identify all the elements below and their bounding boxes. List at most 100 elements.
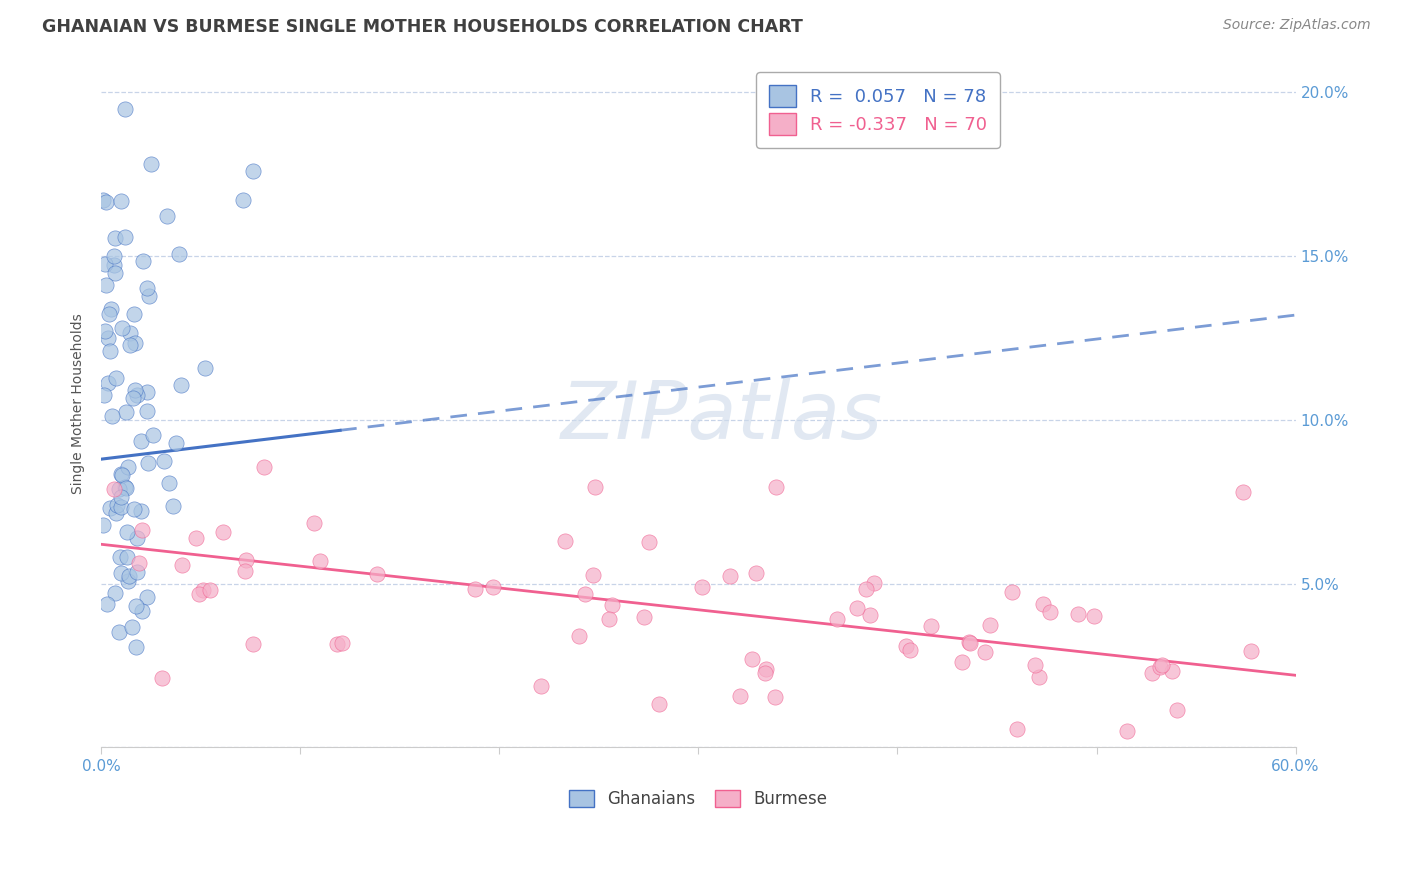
Point [150, 671, 173, 685]
Point [900, 642, 922, 657]
Point [103, 249, 125, 263]
Point [105, 498, 128, 512]
Point [845, 601, 868, 615]
Point [91, 517, 114, 532]
Point [728, 690, 751, 704]
Point [638, 535, 661, 549]
Point [1232, 485, 1254, 500]
Point [1032, 598, 1054, 612]
Point [754, 665, 776, 680]
Point [242, 637, 264, 651]
Point [600, 599, 623, 613]
Point [153, 454, 176, 468]
Point [170, 558, 193, 572]
Point [568, 629, 591, 643]
Point [118, 326, 141, 340]
Point [110, 490, 132, 504]
Point [1067, 607, 1090, 621]
Point [108, 482, 131, 496]
Point [167, 247, 190, 261]
Point [100, 343, 122, 358]
Point [583, 480, 606, 494]
Point [718, 569, 741, 583]
Point [117, 574, 139, 588]
Legend: Ghanaians, Burmese: Ghanaians, Burmese [562, 783, 834, 814]
Point [1039, 605, 1062, 619]
Point [598, 612, 620, 626]
Point [104, 231, 127, 245]
Point [110, 549, 132, 564]
Point [128, 556, 150, 570]
Point [979, 617, 1001, 632]
Point [482, 580, 505, 594]
Point [104, 586, 127, 600]
Point [105, 370, 128, 384]
Point [974, 645, 997, 659]
Point [1083, 609, 1105, 624]
Point [103, 259, 125, 273]
Point [647, 697, 669, 711]
Point [309, 554, 332, 568]
Point [110, 194, 132, 208]
Point [121, 620, 143, 634]
Point [253, 459, 276, 474]
Point [114, 230, 136, 244]
Point [188, 587, 211, 601]
Point [114, 480, 136, 494]
Point [96, 597, 118, 611]
Point [633, 609, 655, 624]
Point [745, 566, 768, 580]
Point [142, 428, 165, 442]
Point [93, 257, 115, 271]
Point [105, 506, 128, 520]
Point [131, 504, 153, 518]
Point [97, 376, 120, 390]
Point [139, 157, 162, 171]
Point [554, 534, 576, 549]
Point [114, 102, 136, 116]
Point [124, 383, 146, 397]
Point [136, 456, 159, 470]
Point [100, 409, 122, 423]
Point [896, 640, 918, 654]
Point [763, 690, 786, 705]
Text: GHANAIAN VS BURMESE SINGLE MOTHER HOUSEHOLDS CORRELATION CHART: GHANAIAN VS BURMESE SINGLE MOTHER HOUSEH… [42, 18, 803, 36]
Point [366, 567, 388, 582]
Point [93, 388, 115, 402]
Point [110, 468, 132, 483]
Point [863, 575, 886, 590]
Point [1028, 670, 1050, 684]
Point [162, 499, 184, 513]
Point [124, 307, 146, 321]
Point [1115, 723, 1137, 738]
Point [131, 523, 153, 537]
Point [94, 324, 117, 338]
Point [156, 209, 179, 223]
Point [121, 391, 143, 405]
Point [200, 583, 222, 598]
Point [1149, 660, 1171, 674]
Point [825, 612, 848, 626]
Point [855, 582, 877, 596]
Point [120, 337, 142, 351]
Point [131, 604, 153, 618]
Point [233, 564, 256, 578]
Point [212, 524, 235, 539]
Point [103, 482, 125, 496]
Point [1240, 644, 1263, 658]
Point [125, 599, 148, 613]
Point [97, 331, 120, 345]
Text: ZIPatlas: ZIPatlas [561, 378, 883, 456]
Point [330, 636, 353, 650]
Point [110, 500, 132, 514]
Point [115, 549, 138, 564]
Text: Source: ZipAtlas.com: Source: ZipAtlas.com [1223, 18, 1371, 32]
Point [115, 404, 138, 418]
Point [582, 568, 605, 582]
Point [235, 552, 257, 566]
Point [1140, 665, 1163, 680]
Point [165, 436, 187, 450]
Point [136, 281, 159, 295]
Point [117, 525, 139, 540]
Point [464, 582, 486, 596]
